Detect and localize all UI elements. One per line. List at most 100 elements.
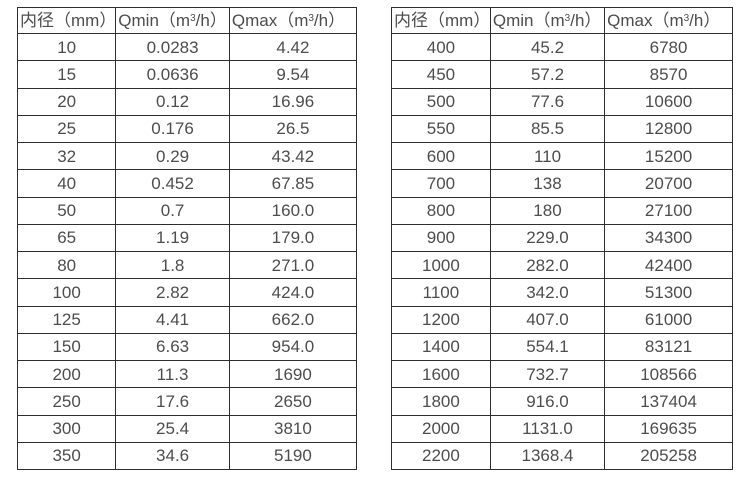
- table-row: 1000 282.0 42400: [391, 250, 733, 280]
- diameter-cell: 10: [16, 32, 117, 62]
- diameter-cell: 80: [16, 250, 117, 280]
- qmax-cell: 12800: [604, 114, 733, 144]
- table-row: 1800 916.0 137404: [391, 387, 733, 416]
- qmax-cell: 179.0: [228, 223, 358, 253]
- table-row: 150 6.63 954.0: [16, 332, 358, 362]
- diameter-cell: 15: [16, 60, 117, 89]
- diameter-cell: 2200: [391, 441, 491, 471]
- qmax-cell: 20700: [604, 169, 733, 198]
- table-body: 10 0.0283 4.42 15 0.0636 9.54 20 0.12 16.96 25 0.1…: [16, 32, 358, 471]
- qmax-cell: 271.0: [228, 250, 358, 280]
- diameter-cell: 800: [391, 196, 491, 225]
- qmin-cell: 2.82: [115, 278, 230, 307]
- table-row: 100 2.82 424.0: [16, 278, 358, 307]
- col-header-qmin-label: Qmin（m: [118, 10, 191, 30]
- col-header-diameter-label: 内径（mm）: [20, 10, 116, 30]
- qmin-cell: 0.0283: [115, 32, 230, 62]
- col-header-diameter: 内径（mm）: [391, 7, 491, 34]
- spec-table-large-diameters: 内径（mm） Qmin（m3/h） Qmax（m3/h） 400 45.2 6780…: [391, 7, 733, 471]
- table-row: 1200 407.0 61000: [391, 305, 733, 334]
- qmin-cell: 1368.4: [489, 441, 606, 471]
- diameter-cell: 900: [391, 223, 491, 253]
- diameter-cell: 2000: [391, 414, 491, 443]
- superscript: 3: [564, 12, 571, 24]
- table-row: 700 138 20700: [391, 169, 733, 198]
- qmax-cell: 662.0: [228, 305, 358, 334]
- qmax-cell: 424.0: [228, 278, 358, 307]
- col-header-qmax-label: Qmax（m: [231, 10, 309, 30]
- qmax-cell: 9.54: [228, 60, 358, 89]
- superscript: 3: [683, 12, 690, 24]
- qmin-cell: 1.19: [115, 223, 230, 253]
- table-row: 1600 732.7 108566: [391, 359, 733, 389]
- diameter-cell: 500: [391, 87, 491, 116]
- table-row: 40 0.452 67.85: [16, 169, 358, 198]
- qmin-cell: 0.452: [115, 169, 230, 198]
- diameter-cell: 1800: [391, 387, 491, 416]
- diameter-cell: 450: [391, 60, 491, 89]
- qmin-cell: 17.6: [115, 387, 230, 416]
- qmin-cell: 0.7: [115, 196, 230, 225]
- qmin-cell: 34.6: [115, 441, 230, 471]
- table-row: 65 1.19 179.0: [16, 223, 358, 253]
- table-row: 450 57.2 8570: [391, 60, 733, 89]
- qmin-cell: 0.176: [115, 114, 230, 144]
- qmax-cell: 954.0: [228, 332, 358, 362]
- qmin-cell: 1131.0: [489, 414, 606, 443]
- table-body: 400 45.2 6780 450 57.2 8570 500 77.6 10600 550 85.…: [391, 32, 733, 471]
- qmin-cell: 57.2: [489, 60, 606, 89]
- qmin-cell: 180: [489, 196, 606, 225]
- qmax-cell: 160.0: [228, 196, 358, 225]
- qmin-cell: 229.0: [489, 223, 606, 253]
- table-row: 500 77.6 10600: [391, 87, 733, 116]
- qmax-cell: 108566: [604, 359, 733, 389]
- diameter-cell: 65: [16, 223, 117, 253]
- table-row: 600 110 15200: [391, 141, 733, 171]
- table-row: 800 180 27100: [391, 196, 733, 225]
- table-row: 32 0.29 43.42: [16, 141, 358, 171]
- qmax-cell: 205258: [604, 441, 733, 471]
- table-row: 900 229.0 34300: [391, 223, 733, 253]
- diameter-cell: 1400: [391, 332, 491, 362]
- qmin-cell: 77.6: [489, 87, 606, 116]
- diameter-cell: 20: [16, 87, 117, 116]
- qmin-cell: 407.0: [489, 305, 606, 334]
- qmax-cell: 43.42: [228, 141, 358, 171]
- col-header-qmax: Qmax（m3/h）: [228, 7, 358, 34]
- qmax-cell: 15200: [604, 141, 733, 171]
- table-row: 550 85.5 12800: [391, 114, 733, 144]
- diameter-cell: 32: [16, 141, 117, 171]
- diameter-cell: 300: [16, 414, 117, 443]
- qmin-cell: 85.5: [489, 114, 606, 144]
- qmin-cell: 25.4: [115, 414, 230, 443]
- qmax-cell: 4.42: [228, 32, 358, 62]
- qmax-cell: 42400: [604, 250, 733, 280]
- qmin-cell: 110: [489, 141, 606, 171]
- diameter-cell: 1600: [391, 359, 491, 389]
- table-row: 10 0.0283 4.42: [16, 32, 358, 62]
- superscript: 3: [190, 12, 196, 24]
- qmax-cell: 51300: [604, 278, 733, 307]
- table-row: 250 17.6 2650: [16, 387, 358, 416]
- diameter-cell: 50: [16, 196, 117, 225]
- qmin-cell: 6.63: [115, 332, 230, 362]
- col-header-diameter: 内径（mm）: [16, 7, 117, 34]
- table-header-row: 内径（mm） Qmin（m3/h） Qmax（m3/h）: [391, 7, 733, 34]
- table-header-row: 内径（mm） Qmin（m3/h） Qmax（m3/h）: [16, 7, 358, 34]
- table-row: 1400 554.1 83121: [391, 332, 733, 362]
- qmax-cell: 137404: [604, 387, 733, 416]
- diameter-cell: 200: [16, 359, 117, 389]
- diameter-cell: 250: [16, 387, 117, 416]
- table-row: 300 25.4 3810: [16, 414, 358, 443]
- col-header-qmax-label: Qmax（m: [607, 10, 684, 30]
- qmax-cell: 16.96: [228, 87, 358, 116]
- qmin-cell: 45.2: [489, 32, 606, 62]
- qmax-cell: 1690: [228, 359, 358, 389]
- qmax-cell: 67.85: [228, 169, 358, 198]
- table-large: 内径（mm） Qmin（m3/h） Qmax（m3/h） 400 45.2 6780…: [391, 7, 733, 471]
- qmin-cell: 282.0: [489, 250, 606, 280]
- table-row: 200 11.3 1690: [16, 359, 358, 389]
- qmax-cell: 27100: [604, 196, 733, 225]
- qmin-cell: 342.0: [489, 278, 606, 307]
- diameter-cell: 125: [16, 305, 117, 334]
